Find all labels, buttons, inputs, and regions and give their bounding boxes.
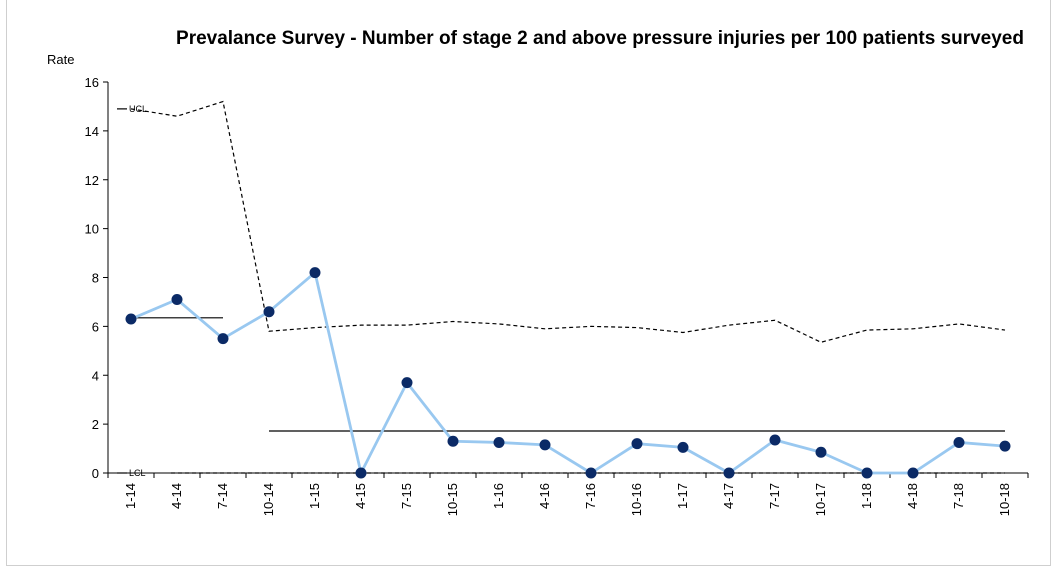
x-tick-label: 1-18	[859, 483, 874, 509]
data-point	[309, 267, 321, 279]
ucl-line	[130, 100, 1006, 343]
x-tick-label: 7-16	[583, 483, 598, 509]
data-point	[585, 467, 597, 479]
data-point	[263, 306, 275, 318]
x-tick-label: 7-14	[215, 483, 230, 509]
y-tick-label: 14	[85, 124, 99, 139]
data-point	[171, 293, 183, 305]
y-tick-label: 8	[92, 271, 99, 286]
y-tick-label: 12	[85, 173, 99, 188]
data-point	[907, 467, 919, 479]
x-tick-label: 4-18	[905, 483, 920, 509]
y-tick-label: 10	[85, 222, 99, 237]
x-tick-label: 10-16	[629, 483, 644, 516]
y-tick-label: 2	[92, 417, 99, 432]
data-point	[677, 441, 689, 453]
data-point	[447, 435, 459, 447]
lcl-label: LCL	[129, 468, 146, 478]
data-point	[125, 313, 137, 325]
data-point	[815, 446, 827, 458]
x-tick-label: 10-14	[261, 483, 276, 516]
y-tick-label: 0	[92, 466, 99, 481]
data-point	[953, 436, 965, 448]
ucl-label: UCL	[129, 104, 147, 114]
y-tick-label: 16	[85, 75, 99, 90]
data-point	[539, 439, 551, 451]
chart-title: Prevalance Survey - Number of stage 2 an…	[176, 28, 1024, 49]
data-point	[861, 467, 873, 479]
x-tick-label: 7-17	[767, 483, 782, 509]
x-tick-label: 1-17	[675, 483, 690, 509]
series-line	[130, 271, 1006, 475]
x-tick-label: 7-18	[951, 483, 966, 509]
x-tick-label: 4-17	[721, 483, 736, 509]
data-point	[401, 377, 413, 389]
data-point	[769, 434, 781, 446]
x-tick-label: 7-15	[399, 483, 414, 509]
x-tick-label: 10-18	[997, 483, 1012, 516]
data-point	[493, 436, 505, 448]
y-axis-label: Rate	[47, 52, 74, 67]
data-point	[631, 438, 643, 450]
x-tick-label: 4-16	[537, 483, 552, 509]
data-point	[723, 467, 735, 479]
y-tick-label: 4	[92, 368, 99, 383]
x-tick-label: 1-15	[307, 483, 322, 509]
data-point	[355, 467, 367, 479]
y-tick-label: 6	[92, 319, 99, 334]
x-tick-label: 4-15	[353, 483, 368, 509]
data-point	[217, 333, 229, 345]
x-tick-label: 1-16	[491, 483, 506, 509]
x-tick-label: 1-14	[123, 483, 138, 509]
data-point	[999, 440, 1011, 452]
x-tick-label: 10-15	[445, 483, 460, 516]
x-tick-label: 10-17	[813, 483, 828, 516]
x-tick-label: 4-14	[169, 483, 184, 509]
